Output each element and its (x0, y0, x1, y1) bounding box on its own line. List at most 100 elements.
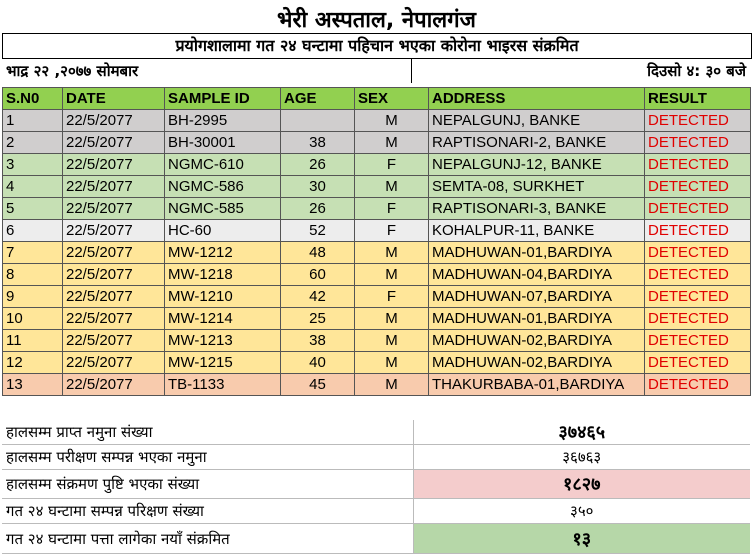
cell-date: 22/5/2077 (62, 285, 165, 308)
cell-sn: 6 (2, 219, 63, 242)
col-date: DATE (62, 87, 165, 110)
cell-result: DETECTED (644, 153, 751, 176)
table-row: 5 22/5/2077 NGMC-585 26 F RAPTISONARI-3, BANK… (2, 197, 751, 220)
cell-age: 38 (280, 131, 355, 154)
cell-address: KOHALPUR-11, BANKE (428, 219, 645, 242)
cell-result: DETECTED (644, 175, 751, 198)
cell-result: DETECTED (644, 219, 751, 242)
cell-age: 45 (280, 373, 355, 396)
cell-result: DETECTED (644, 351, 751, 374)
cell-date: 22/5/2077 (62, 197, 165, 220)
summary-row: गत २४ घन्टामा सम्पन्न परिक्षण संख्या ३५० (2, 498, 750, 524)
cell-age: 25 (280, 307, 355, 330)
cell-sn: 12 (2, 351, 63, 374)
cell-sn: 4 (2, 175, 63, 198)
cell-age (280, 109, 355, 132)
cell-date: 22/5/2077 (62, 373, 165, 396)
cell-sn: 11 (2, 329, 63, 352)
col-age: AGE (280, 87, 355, 110)
table-row: 1 22/5/2077 BH-2995 M NEPALGUNJ, BANKE DETECT… (2, 109, 751, 132)
cell-sex: M (354, 131, 429, 154)
cell-result: DETECTED (644, 263, 751, 286)
summary-row: हालसम्म परीक्षण सम्पन्न भएका नमुना ३६७६३ (2, 444, 750, 470)
cell-sample-id: MW-1218 (164, 263, 281, 286)
cell-date: 22/5/2077 (62, 329, 165, 352)
cell-result: DETECTED (644, 197, 751, 220)
cell-address: NEPALGUNJ-12, BANKE (428, 153, 645, 176)
cell-result: DETECTED (644, 307, 751, 330)
col-sex: SEX (354, 87, 429, 110)
summary-label: गत २४ घन्टामा पत्ता लागेका नयाँ संक्रमित (2, 523, 413, 554)
cell-sn: 5 (2, 197, 63, 220)
table-row: 4 22/5/2077 NGMC-586 30 M SEMTA-08, SURKHET DE… (2, 175, 751, 198)
summary-label: हालसम्म प्राप्त नमुना संख्या (2, 420, 413, 445)
cell-address: MADHUWAN-02,BARDIYA (428, 329, 645, 352)
cell-date: 22/5/2077 (62, 241, 165, 264)
cell-age: 30 (280, 175, 355, 198)
table-row: 8 22/5/2077 MW-1218 60 M MADHUWAN-04,BARDIYA D… (2, 263, 751, 286)
cell-sample-id: MW-1210 (164, 285, 281, 308)
col-address: ADDRESS (428, 87, 645, 110)
cell-age: 38 (280, 329, 355, 352)
cell-sn: 7 (2, 241, 63, 264)
table-row: 12 22/5/2077 MW-1215 40 M MADHUWAN-02,BARDIYA… (2, 351, 751, 374)
table-row: 10 22/5/2077 MW-1214 25 M MADHUWAN-01,BARDIYA… (2, 307, 751, 330)
summary-value: १३ (412, 523, 750, 554)
cell-sex: M (354, 307, 429, 330)
cell-result: DETECTED (644, 285, 751, 308)
cell-age: 60 (280, 263, 355, 286)
cell-date: 22/5/2077 (62, 351, 165, 374)
cell-sex: M (354, 241, 429, 264)
cell-date: 22/5/2077 (62, 219, 165, 242)
table-row: 11 22/5/2077 MW-1213 38 M MADHUWAN-02,BARDIYA… (2, 329, 751, 352)
hospital-title: भेरी अस्पताल, नेपालगंज (277, 8, 476, 33)
cell-sample-id: BH-30001 (164, 131, 281, 154)
cell-date: 22/5/2077 (62, 307, 165, 330)
cell-address: MADHUWAN-07,BARDIYA (428, 285, 645, 308)
report-date: भाद्र २२ ,२०७७ सोमबार (2, 59, 412, 83)
cell-date: 22/5/2077 (62, 109, 165, 132)
col-sample-id: SAMPLE ID (164, 87, 281, 110)
cell-address: MADHUWAN-01,BARDIYA (428, 307, 645, 330)
table-row: 9 22/5/2077 MW-1210 42 F MADHUWAN-07,BARDIYA D… (2, 285, 751, 308)
cell-sex: F (354, 197, 429, 220)
cell-sex: F (354, 153, 429, 176)
cell-address: MADHUWAN-02,BARDIYA (428, 351, 645, 374)
summary-value: ३६७६३ (412, 444, 750, 470)
cell-age: 26 (280, 197, 355, 220)
cell-result: DETECTED (644, 131, 751, 154)
cell-sample-id: TB-1133 (164, 373, 281, 396)
summary-value: ३७४६५ (412, 420, 750, 445)
col-result: RESULT (644, 87, 751, 110)
cell-address: THAKURBABA-01,BARDIYA (428, 373, 645, 396)
cell-sn: 8 (2, 263, 63, 286)
cell-date: 22/5/2077 (62, 131, 165, 154)
summary-row: हालसम्म संक्रमण पुष्टि भएका संख्या १८२७ (2, 469, 750, 499)
summary-label: गत २४ घन्टामा सम्पन्न परिक्षण संख्या (2, 498, 413, 524)
summary-value: ३५० (412, 498, 750, 524)
cell-sample-id: HC-60 (164, 219, 281, 242)
cell-age: 40 (280, 351, 355, 374)
summary-label: हालसम्म संक्रमण पुष्टि भएका संख्या (2, 469, 413, 499)
cell-age: 48 (280, 241, 355, 264)
cell-sample-id: MW-1215 (164, 351, 281, 374)
cell-result: DETECTED (644, 109, 751, 132)
cell-address: MADHUWAN-01,BARDIYA (428, 241, 645, 264)
table-row: 2 22/5/2077 BH-30001 38 M RAPTISONARI-2, BANK… (2, 131, 751, 154)
cell-age: 52 (280, 219, 355, 242)
cell-address: RAPTISONARI-2, BANKE (428, 131, 645, 154)
cases-table: S.N0 DATE SAMPLE ID AGE SEX ADDRESS RESU… (2, 87, 751, 396)
cell-sample-id: MW-1212 (164, 241, 281, 264)
cell-sn: 9 (2, 285, 63, 308)
cell-sn: 3 (2, 153, 63, 176)
cell-sex: F (354, 285, 429, 308)
table-header: S.N0 DATE SAMPLE ID AGE SEX ADDRESS RESU… (2, 87, 751, 110)
cell-sample-id: MW-1213 (164, 329, 281, 352)
cell-age: 26 (280, 153, 355, 176)
table-row: 7 22/5/2077 MW-1212 48 M MADHUWAN-01,BARDIYA D… (2, 241, 751, 264)
summary-row: गत २४ घन्टामा पत्ता लागेका नयाँ संक्रमित… (2, 523, 750, 554)
cell-date: 22/5/2077 (62, 153, 165, 176)
table-row: 13 22/5/2077 TB-1133 45 M THAKURBABA-01,BARDI… (2, 373, 751, 396)
cell-result: DETECTED (644, 241, 751, 264)
